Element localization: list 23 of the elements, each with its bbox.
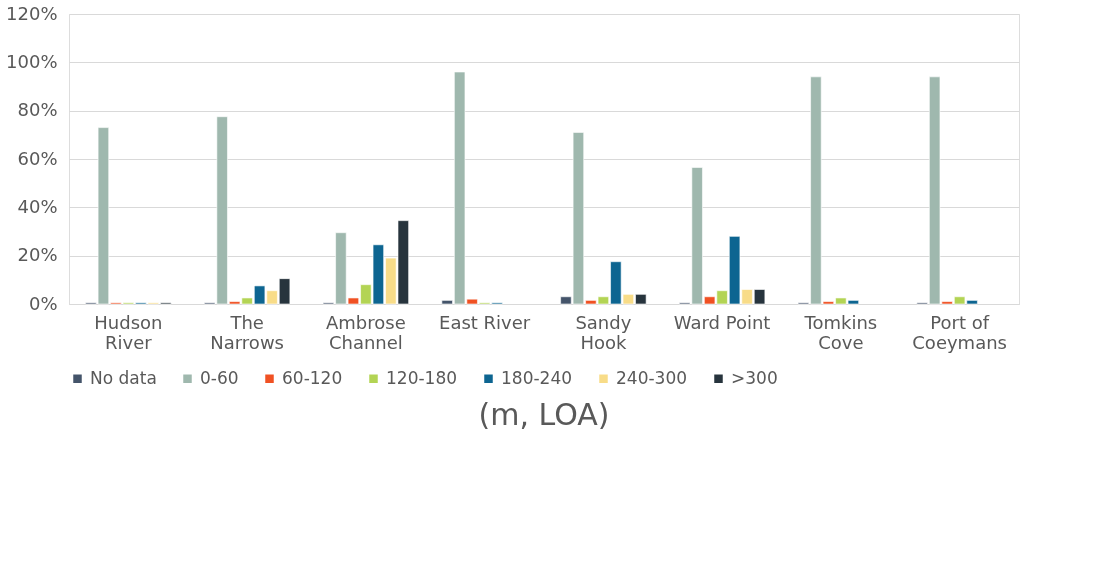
y-tick-label: 20% bbox=[17, 244, 58, 266]
y-tick-label: 60% bbox=[17, 147, 58, 169]
x-tick-label: East River bbox=[439, 311, 531, 333]
y-tick-label: 0% bbox=[28, 292, 58, 314]
legend-label: 0-60 bbox=[200, 367, 239, 388]
y-tick-label: 40% bbox=[17, 195, 58, 217]
x-tick-label: Hudson River bbox=[94, 311, 163, 353]
y-tick-label: 100% bbox=[6, 50, 58, 72]
legend-label: >300 bbox=[731, 367, 778, 388]
x-tick-label: Ambrose Channel bbox=[326, 311, 406, 353]
legend-label: 180-240 bbox=[501, 367, 573, 388]
legend-label: 240-300 bbox=[616, 367, 688, 388]
y-tick-label: 120% bbox=[6, 2, 58, 24]
x-tick-label: Sandy Hook bbox=[575, 311, 632, 353]
legend-label: 60-120 bbox=[282, 367, 343, 388]
x-tick-label: The Narrows bbox=[210, 311, 284, 353]
x-tick-label: Port of Coeymans bbox=[912, 311, 1007, 353]
x-tick-label: Tomkins Cove bbox=[803, 311, 878, 353]
legend-label: 120-180 bbox=[386, 367, 458, 388]
y-tick-label: 80% bbox=[17, 99, 58, 121]
x-tick-label: Ward Point bbox=[673, 311, 771, 333]
text: (m, LOA) bbox=[478, 397, 610, 432]
legend-label: No data bbox=[90, 367, 157, 388]
